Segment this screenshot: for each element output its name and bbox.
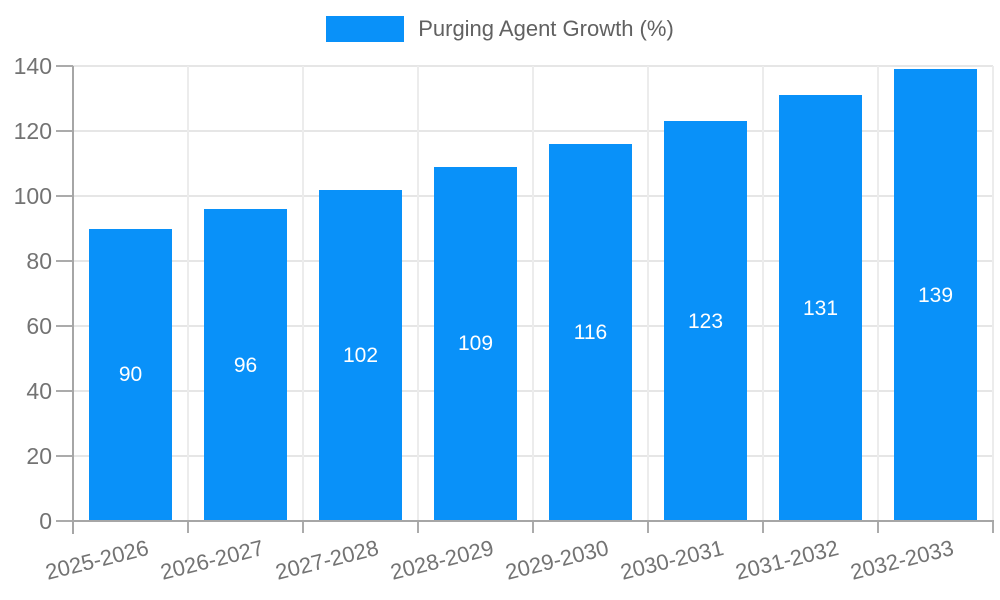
x-gridline <box>992 66 994 521</box>
bar[interactable]: 131 <box>779 95 862 521</box>
y-axis-tick-label: 20 <box>26 443 52 469</box>
y-axis-tick <box>56 455 73 457</box>
x-axis-tick <box>647 522 649 533</box>
bar-value-label: 139 <box>917 283 954 307</box>
bar[interactable]: 102 <box>319 189 402 521</box>
x-gridline <box>532 66 534 521</box>
y-axis-tick <box>56 325 73 327</box>
x-axis-category-label: 2026-2027 <box>157 535 266 585</box>
y-axis-tick <box>56 520 73 522</box>
x-axis-category-label: 2031-2032 <box>732 535 841 585</box>
x-axis-line <box>72 520 994 522</box>
bar-value-label: 90 <box>118 363 143 387</box>
bar-value-label: 109 <box>457 332 494 356</box>
legend-swatch <box>326 16 405 42</box>
x-axis-tick <box>877 522 879 533</box>
y-axis-tick <box>56 390 73 392</box>
y-axis-line <box>72 66 74 534</box>
y-axis-tick-label: 140 <box>13 53 52 79</box>
y-axis-tick-label: 80 <box>26 248 52 274</box>
y-axis-tick <box>56 260 73 262</box>
bar[interactable]: 90 <box>89 228 172 521</box>
x-axis-tick <box>992 522 994 533</box>
bar[interactable]: 96 <box>204 209 287 521</box>
bar[interactable]: 139 <box>894 69 977 521</box>
y-axis-tick <box>56 195 73 197</box>
x-gridline <box>877 66 879 521</box>
bar-value-label: 131 <box>802 296 839 320</box>
bar-value-label: 116 <box>573 321 608 344</box>
y-axis-tick-label: 40 <box>26 378 52 404</box>
x-axis-category-label: 2032-2033 <box>847 535 956 585</box>
x-axis-tick <box>762 522 764 533</box>
x-axis-category-label: 2029-2030 <box>502 535 611 585</box>
x-gridline <box>647 66 649 521</box>
y-axis-tick-label: 60 <box>26 313 52 339</box>
bar[interactable]: 116 <box>549 144 632 521</box>
x-axis-category-label: 2030-2031 <box>617 535 726 585</box>
x-gridline <box>187 66 189 521</box>
y-axis-tick <box>56 130 73 132</box>
x-axis-category-label: 2028-2029 <box>387 535 496 585</box>
x-axis-tick <box>187 522 189 533</box>
x-axis-category-label: 2025-2026 <box>42 535 151 585</box>
legend[interactable]: Purging Agent Growth (%) <box>0 16 1000 42</box>
bar[interactable]: 123 <box>664 121 747 521</box>
x-axis-tick <box>417 522 419 533</box>
y-axis-tick-label: 120 <box>13 118 52 144</box>
x-axis-tick <box>532 522 534 533</box>
y-axis-tick-label: 100 <box>13 183 52 209</box>
x-gridline <box>302 66 304 521</box>
bar-value-label: 123 <box>687 309 724 333</box>
y-axis-tick-label: 0 <box>39 508 52 534</box>
x-gridline <box>417 66 419 521</box>
bar-value-label: 96 <box>233 353 258 377</box>
y-axis-tick <box>56 65 73 67</box>
x-axis-category-label: 2027-2028 <box>272 535 381 585</box>
bar-value-label: 102 <box>342 343 379 367</box>
x-gridline <box>762 66 764 521</box>
legend-label: Purging Agent Growth (%) <box>418 16 674 41</box>
x-axis-tick <box>302 522 304 533</box>
bar[interactable]: 109 <box>434 166 517 521</box>
